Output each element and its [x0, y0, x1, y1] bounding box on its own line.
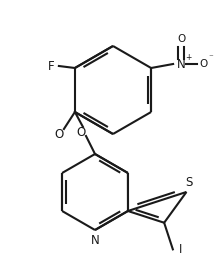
Text: ⁻: ⁻ — [209, 53, 213, 62]
Text: +: + — [185, 53, 191, 62]
Text: F: F — [47, 60, 54, 72]
Text: O: O — [76, 125, 86, 139]
Text: N: N — [177, 58, 185, 70]
Text: I: I — [179, 243, 183, 256]
Text: O: O — [199, 59, 207, 69]
Text: O: O — [54, 127, 64, 141]
Text: O: O — [177, 34, 185, 44]
Text: N: N — [91, 233, 99, 246]
Text: S: S — [185, 176, 192, 189]
